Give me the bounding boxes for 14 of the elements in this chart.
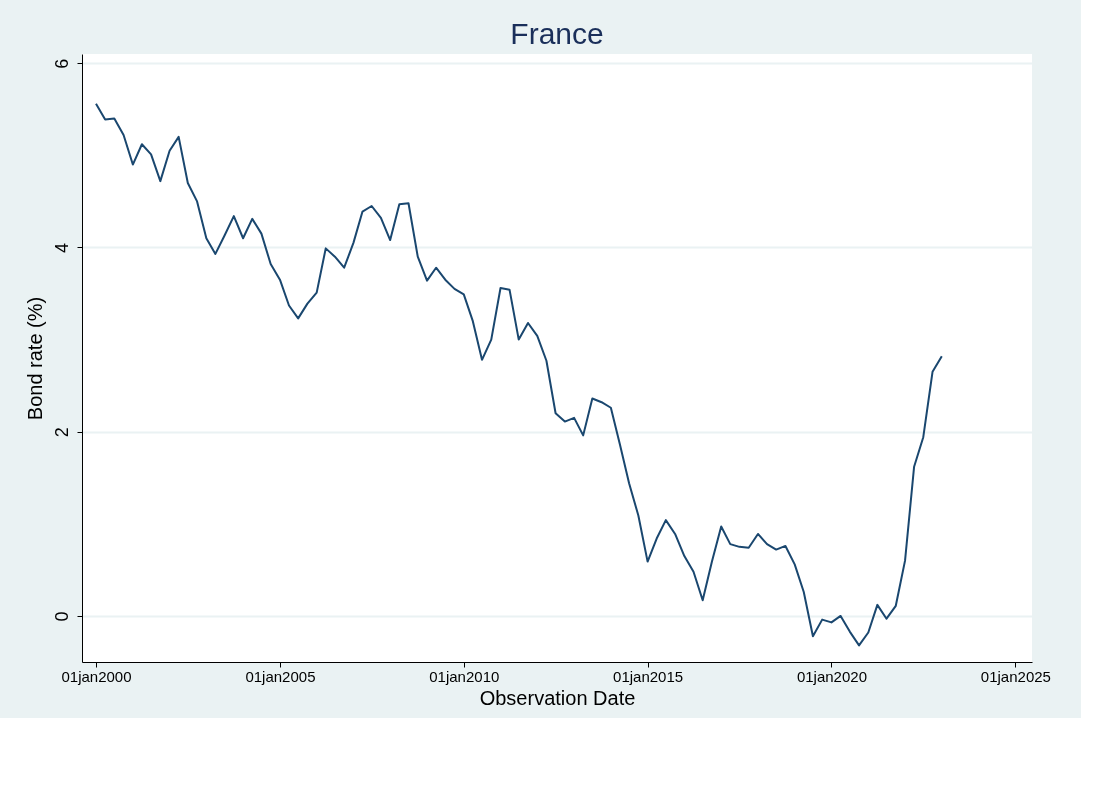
line-series [94, 102, 943, 647]
x-tick-label: 01jan2015 [613, 667, 684, 685]
y-tick-label: 0 [51, 611, 72, 622]
x-tick-label: 01jan2010 [429, 667, 500, 685]
x-tick-label: 01jan2000 [61, 667, 132, 685]
chart-title: France [510, 17, 604, 50]
y-tick-label: 4 [51, 242, 72, 253]
y-tick-label: 6 [51, 58, 72, 69]
x-tick-label: 01jan2020 [796, 667, 867, 685]
y-axis-title: Bond rate (%) [23, 296, 46, 421]
x-tick-label: 01jan2025 [980, 667, 1051, 685]
x-axis-title: Observation Date [479, 686, 636, 709]
x-tick-label: 01jan2005 [245, 667, 316, 685]
y-tick-label: 2 [51, 427, 72, 438]
